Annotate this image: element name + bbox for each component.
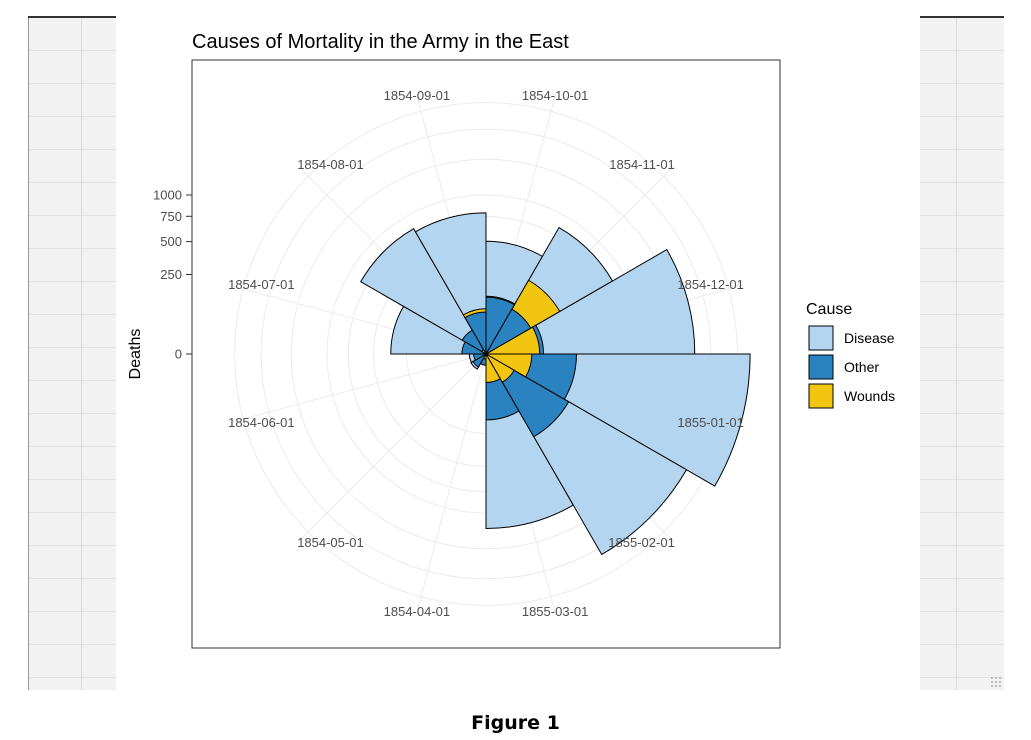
legend-label-other: Other [844, 359, 879, 375]
wedge-wounds-1855-01-01 [484, 353, 533, 378]
wedge-other-1854-09-01 [464, 311, 487, 356]
figure-canvas: Causes of Mortality in the Army in the E… [116, 18, 920, 690]
y-tick-label: 750 [160, 209, 182, 224]
legend-label-disease: Disease [844, 330, 895, 346]
y-tick-label: 250 [160, 267, 182, 282]
month-label: 1854-08-01 [297, 157, 364, 172]
polar-area-chart: Causes of Mortality in the Army in the E… [127, 31, 895, 649]
spreadsheet-background-right [920, 18, 1004, 690]
wedge-other-1854-07-01 [461, 341, 488, 355]
wedge-wounds-1855-02-01 [484, 352, 515, 383]
y-tick-label: 0 [175, 347, 182, 362]
legend-swatch-wounds [808, 383, 834, 409]
legend-title: Cause [806, 301, 852, 318]
wedge-other-1854-11-01 [484, 308, 532, 356]
month-label: 1854-09-01 [384, 88, 451, 103]
legend: Cause Disease Other Wounds [806, 301, 895, 409]
month-label: 1854-04-01 [384, 604, 451, 619]
month-label: 1854-11-01 [609, 157, 675, 172]
wedge-other-1854-10-01 [485, 296, 516, 356]
y-tick-label: 500 [160, 234, 182, 249]
wedge-disease-1854-07-01 [390, 305, 488, 355]
wedge-disease-1854-04-01 [482, 352, 487, 360]
wedge-other-1854-05-01 [472, 352, 488, 368]
legend-swatch-disease [808, 325, 834, 351]
resize-grip[interactable] [990, 676, 1002, 688]
wedge-other-1854-08-01 [461, 329, 488, 356]
wedge-wounds-1854-12-01 [484, 326, 541, 355]
month-label: 1854-07-01 [228, 277, 295, 292]
month-label: 1854-05-01 [297, 535, 364, 550]
month-label: 1855-02-01 [608, 535, 675, 550]
chart-title: Causes of Mortality in the Army in the E… [192, 31, 569, 53]
wedge-wounds-1854-08-01 [480, 348, 488, 356]
angular-gridline [297, 353, 487, 543]
figure-caption: Figure 1 [471, 712, 560, 734]
month-label: 1855-01-01 [677, 415, 744, 430]
spreadsheet-background-left [28, 18, 117, 690]
wedge-other-1854-06-01 [473, 353, 488, 361]
wedge-disease-1854-12-01 [484, 248, 696, 355]
sheet-border-right [920, 16, 1004, 18]
month-label: 1854-06-01 [228, 415, 295, 430]
legend-swatch-other [808, 354, 834, 380]
angular-gridline [228, 353, 487, 424]
month-label: 1854-12-01 [677, 277, 744, 292]
y-tick-label: 1000 [153, 188, 182, 203]
wedge-wounds-1855-03-01 [485, 352, 501, 383]
wedge-disease-1854-08-01 [360, 228, 488, 356]
angular-gridline [416, 353, 487, 612]
month-label: 1854-10-01 [522, 88, 589, 103]
y-axis-title: Deaths [127, 329, 144, 380]
month-label: 1855-03-01 [522, 604, 589, 619]
legend-label-wounds: Wounds [844, 388, 895, 404]
sheet-border-left [28, 16, 116, 18]
